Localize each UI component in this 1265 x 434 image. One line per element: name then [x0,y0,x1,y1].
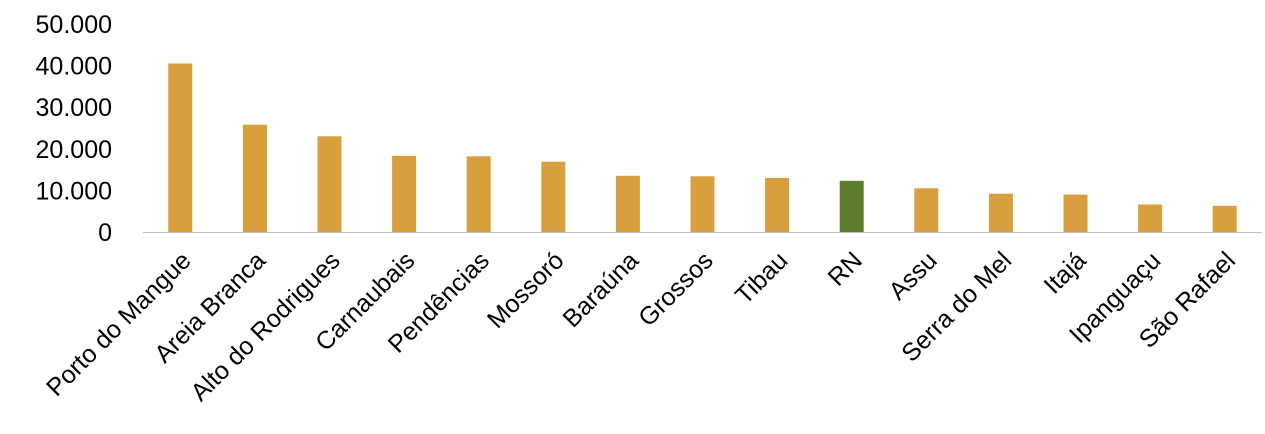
bar [839,180,864,232]
y-tick-label: 30.000 [36,94,112,122]
bar [690,176,715,232]
bar [1138,204,1163,232]
bar [988,193,1013,232]
bar [392,155,417,232]
y-tick-label: 50.000 [36,11,112,39]
bar [317,136,342,232]
bar [1212,205,1237,232]
category-label: Grossos [633,246,719,332]
bar [242,124,267,232]
category-label: Mossoró [482,246,570,334]
y-axis-ticks: 0 10.000 20.000 30.000 40.000 50.000 [36,11,112,247]
y-tick-label: 40.000 [36,53,112,81]
bar [541,161,566,232]
bar [1063,194,1088,232]
category-label: Itajá [1039,246,1092,299]
y-tick-label: 0 [98,219,112,247]
category-label: RN [823,246,868,291]
y-tick-label: 20.000 [36,136,112,164]
bar [466,156,491,232]
bar [914,188,939,232]
bars [168,63,1237,232]
category-label: Tibau [730,246,793,309]
bar [168,63,193,232]
bar [765,177,790,232]
bar [615,175,640,232]
category-label: Baraúna [558,246,645,333]
y-tick-label: 10.000 [36,177,112,205]
category-label: Assu [883,246,942,305]
